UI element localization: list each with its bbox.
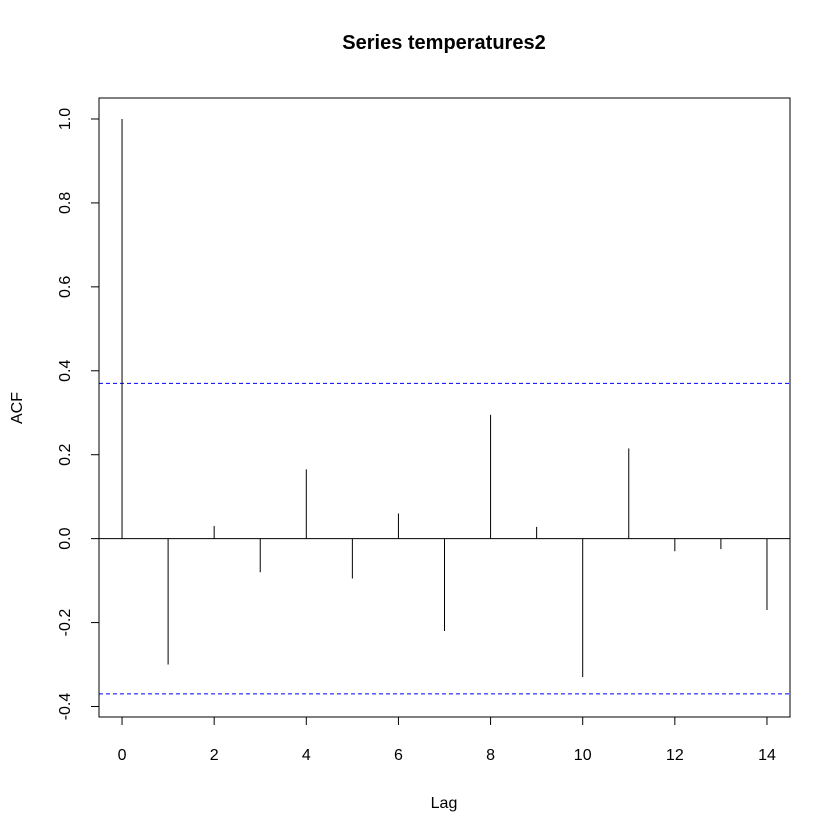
y-tick-label-0.6: 0.6: [57, 276, 74, 298]
x-tick-label-14: 14: [758, 747, 776, 764]
x-tick-label-0: 0: [118, 747, 127, 764]
x-tick-label-4: 4: [302, 747, 311, 764]
chart-title: Series temperatures2: [342, 32, 545, 54]
y-tick-label-0.0: 0.0: [57, 527, 74, 549]
y-tick-label--0.4: -0.4: [57, 693, 74, 721]
x-tick-label-10: 10: [574, 747, 592, 764]
y-tick-label-0.8: 0.8: [57, 192, 74, 214]
x-tick-label-12: 12: [666, 747, 684, 764]
x-axis: 0 2 4 6 8 10 12 14: [118, 716, 776, 764]
y-tick-label--0.2: -0.2: [57, 609, 74, 637]
y-tick-label-0.4: 0.4: [57, 360, 74, 382]
y-tick-label-1.0: 1.0: [57, 108, 74, 130]
x-tick-label-2: 2: [210, 747, 219, 764]
y-tick-label-0.2: 0.2: [57, 443, 74, 465]
x-tick-label-8: 8: [486, 747, 495, 764]
y-axis-label: ACF: [9, 392, 26, 424]
plot-marks: [99, 118, 790, 695]
x-tick-label-6: 6: [394, 747, 403, 764]
x-axis-label: Lag: [431, 795, 458, 812]
y-axis: -0.4 -0.2 0.0 0.2 0.4 0.6 0.8 1.0: [57, 108, 100, 721]
